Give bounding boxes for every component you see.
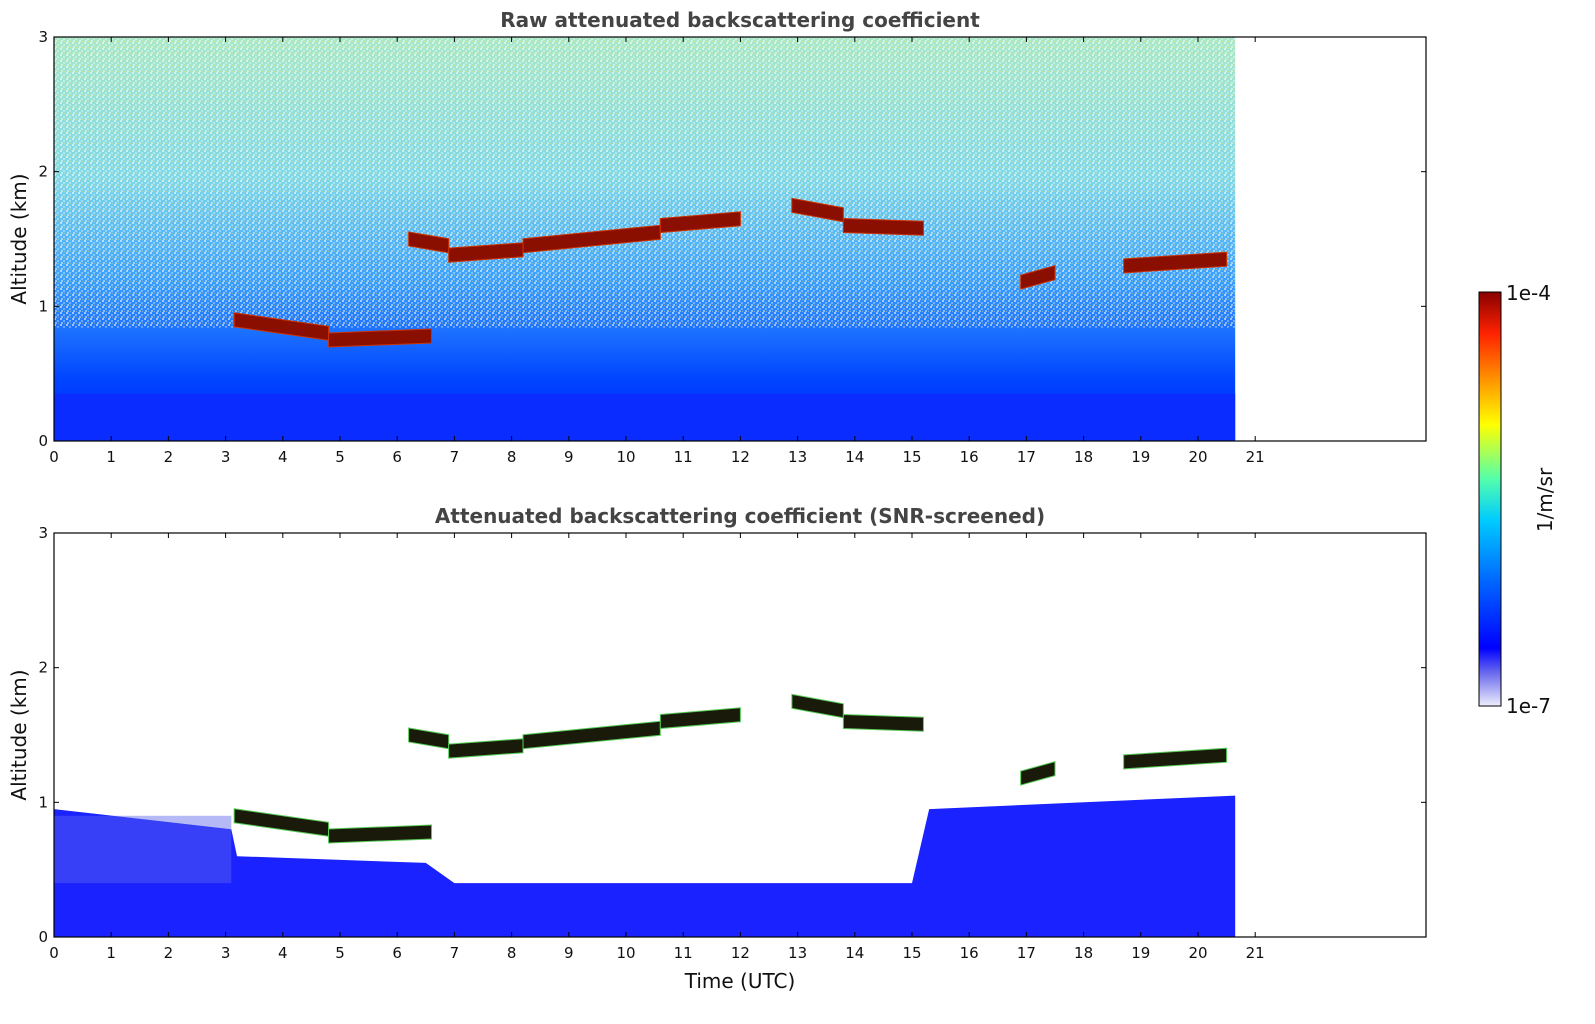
cloud-layer <box>659 211 741 234</box>
snr-x-axis: 0 1 2 3 4 5 6 7 8 9 10 11 12 13 14 15 16 17 18 19 20 21 <box>49 533 1265 962</box>
x-tick-label: 16 <box>960 944 979 962</box>
colorbar-unit-label: 1/m/sr <box>1533 467 1557 532</box>
x-tick-label: 9 <box>564 944 574 962</box>
x-tick-label: 4 <box>278 944 288 962</box>
x-tick-label: 12 <box>731 944 750 962</box>
raw-y-axis-label: Altitude (km) <box>7 173 31 304</box>
x-tick-label: 18 <box>1074 944 1093 962</box>
colorbar-min-label: 1e-7 <box>1506 694 1551 718</box>
x-tick-label: 8 <box>507 448 517 466</box>
x-tick-label: 12 <box>731 448 750 466</box>
x-tick-label: 3 <box>221 944 231 962</box>
cloud-layer <box>408 727 450 750</box>
cloud-layer <box>659 707 741 730</box>
cloud-layer <box>448 242 524 263</box>
x-tick-label: 0 <box>49 448 59 466</box>
x-tick-label: 20 <box>1188 448 1207 466</box>
colorbar-max-label: 1e-4 <box>1506 281 1551 305</box>
x-tick-label: 4 <box>278 448 288 466</box>
snr-cloud-layers <box>233 693 1228 844</box>
snr-y-axis: 0 1 2 3 <box>38 524 1426 946</box>
y-tick-label: 2 <box>38 659 48 677</box>
x-tick-label: 13 <box>788 944 807 962</box>
colorbar-gradient <box>1478 291 1502 707</box>
x-tick-label: 14 <box>845 448 864 466</box>
cloud-layer <box>448 738 524 759</box>
x-tick-label: 7 <box>450 448 460 466</box>
boundary-layer-haze <box>54 815 232 884</box>
raw-noise <box>54 37 1236 328</box>
x-tick-label: 5 <box>335 944 345 962</box>
colorbar: 1e-4 1e-7 1/m/sr <box>1478 281 1557 718</box>
x-tick-label: 16 <box>960 448 979 466</box>
cloud-layer <box>233 808 330 837</box>
y-tick-label: 1 <box>38 793 48 811</box>
x-tick-label: 18 <box>1074 448 1093 466</box>
raw-cloud-layers <box>233 197 1228 348</box>
x-tick-label: 1 <box>106 448 116 466</box>
x-tick-label: 17 <box>1017 944 1036 962</box>
snr-screened-panel: Attenuated backscattering coefficient (S… <box>7 504 1427 993</box>
cloud-layer <box>842 714 924 732</box>
y-tick-label: 2 <box>38 163 48 181</box>
y-tick-label: 3 <box>38 28 48 46</box>
x-tick-label: 8 <box>507 944 517 962</box>
x-tick-label: 10 <box>616 944 635 962</box>
x-tick-label: 2 <box>164 944 174 962</box>
x-tick-label: 19 <box>1131 944 1150 962</box>
x-tick-label: 20 <box>1188 944 1207 962</box>
cloud-layer <box>1123 747 1228 770</box>
x-tick-label: 5 <box>335 448 345 466</box>
x-tick-label: 21 <box>1246 448 1265 466</box>
raw-x-axis: 0 1 2 3 4 5 6 7 8 9 10 11 12 13 14 15 16 17 18 19 20 21 <box>49 37 1265 466</box>
x-tick-label: 6 <box>392 448 402 466</box>
raw-panel-title: Raw attenuated backscattering coefficien… <box>500 8 980 32</box>
x-tick-label: 11 <box>674 448 693 466</box>
boundary-layer <box>54 795 1236 937</box>
x-tick-label: 17 <box>1017 448 1036 466</box>
y-tick-label: 0 <box>38 928 48 946</box>
x-tick-label: 2 <box>164 448 174 466</box>
x-tick-label: 13 <box>788 448 807 466</box>
cloud-layer <box>1020 761 1056 786</box>
cloud-layer <box>522 224 661 254</box>
x-tick-label: 3 <box>221 448 231 466</box>
cloud-layer <box>328 824 433 844</box>
cloud-layer <box>1020 265 1056 290</box>
x-axis-label: Time (UTC) <box>684 969 796 993</box>
x-tick-label: 11 <box>674 944 693 962</box>
raw-y-axis: 0 1 2 3 <box>38 28 1426 450</box>
cloud-layer <box>1123 251 1228 274</box>
cloud-layer <box>522 720 661 750</box>
raw-backscatter-panel: Raw attenuated backscattering coefficien… <box>7 8 1427 466</box>
y-tick-label: 3 <box>38 524 48 542</box>
x-tick-label: 19 <box>1131 448 1150 466</box>
y-tick-label: 0 <box>38 432 48 450</box>
x-tick-label: 7 <box>450 944 460 962</box>
x-tick-label: 10 <box>616 448 635 466</box>
x-tick-label: 1 <box>106 944 116 962</box>
x-tick-label: 21 <box>1246 944 1265 962</box>
raw-near-surface <box>54 393 1236 441</box>
snr-panel-title: Attenuated backscattering coefficient (S… <box>435 504 1045 528</box>
x-tick-label: 15 <box>902 944 921 962</box>
snr-y-axis-label: Altitude (km) <box>7 669 31 800</box>
x-tick-label: 14 <box>845 944 864 962</box>
cloud-layer <box>328 328 433 348</box>
x-tick-label: 9 <box>564 448 574 466</box>
snr-heatmap-image <box>54 795 1236 937</box>
cloud-layer <box>842 218 924 236</box>
x-tick-label: 0 <box>49 944 59 962</box>
raw-heatmap-image <box>54 37 1236 441</box>
cloud-layer <box>791 693 844 719</box>
x-tick-label: 6 <box>392 944 402 962</box>
y-tick-label: 1 <box>38 297 48 315</box>
x-tick-label: 15 <box>902 448 921 466</box>
